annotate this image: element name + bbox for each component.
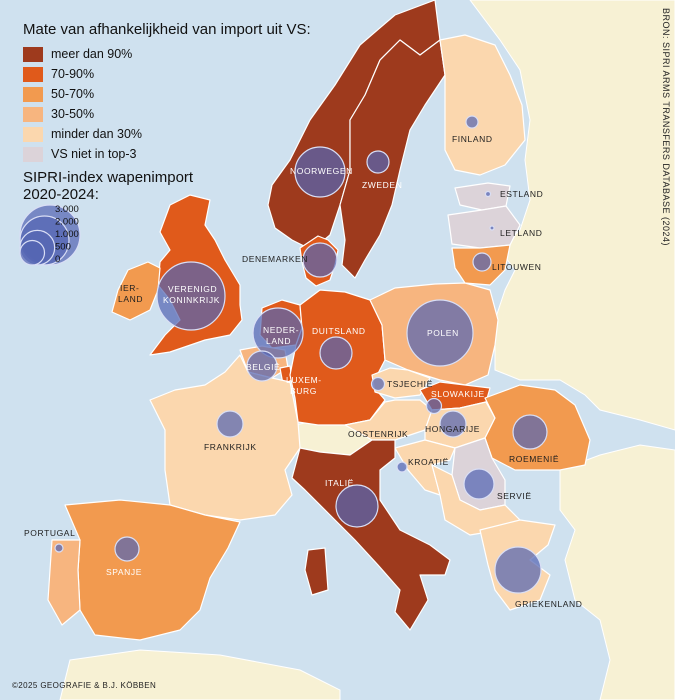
bubble-estonia (484, 190, 492, 198)
country-france (149, 354, 301, 521)
label-portugal: PORTUGAL (24, 528, 75, 538)
label-oostenrijk: OOSTENRIJK (348, 429, 408, 439)
background-land (59, 0, 675, 700)
legend-list: meer dan 90% 70-90% 50-70% 30-50% minder dan… (23, 44, 142, 164)
bubble-greece (494, 546, 542, 594)
sipri-size-label: 2.000 (55, 217, 79, 228)
label-luxemburg-1: LUXEM- (286, 375, 322, 385)
label-vk-2: KONINKRIJK (163, 295, 220, 305)
label-letland: LETLAND (500, 228, 542, 238)
label-italie: ITALIË (325, 478, 354, 488)
country-sweden (339, 39, 446, 279)
bubble-germany (319, 336, 353, 370)
label-nederland-2: LAND (266, 336, 291, 346)
label-ierland-2: LAND (118, 294, 143, 304)
legend-item: VS niet in top-3 (23, 144, 142, 164)
country-ireland (111, 261, 161, 321)
bubble-latvia (489, 225, 495, 231)
label-noorwegen: NOORWEGEN (290, 166, 353, 176)
bubble-finland (465, 115, 479, 129)
label-griekenland: GRIEKENLAND (515, 599, 583, 609)
legend-label: meer dan 90% (51, 47, 133, 61)
sipri-size-circle (19, 239, 46, 266)
bubble-portugal (54, 543, 64, 553)
label-duitsland: DUITSLAND (312, 326, 366, 336)
sipri-size-label: 0 (55, 254, 60, 265)
legend-item: 30-50% (23, 104, 142, 124)
sipri-legend-title: SIPRI-index wapenimport 2020-2024: (23, 169, 193, 203)
label-spanje: SPANJE (106, 567, 142, 577)
bubble-spain (114, 536, 140, 562)
bubble-italy (335, 484, 379, 528)
legend-swatch (23, 86, 43, 102)
bubble-czechia (370, 376, 386, 392)
bubble-norway (294, 146, 346, 198)
country-italy (291, 439, 451, 631)
label-roemenie: ROEMENIË (509, 454, 559, 464)
sipri-size-label: 3.000 (55, 204, 79, 215)
label-denemarken: DENEMARKEN (242, 254, 308, 264)
bubble-hungary (439, 410, 467, 438)
legend-item: 70-90% (23, 64, 142, 84)
bubble-denmark (302, 242, 338, 278)
label-ierland-1: IER- (120, 283, 139, 293)
legend-label: minder dan 30% (51, 127, 143, 141)
label-frankrijk: FRANKRIJK (204, 442, 257, 452)
source-note: BRON: SIPRI ARMS TRANSFERS DATABASE (202… (661, 8, 671, 247)
bubble-belgium (246, 350, 278, 382)
country-spain (64, 499, 241, 641)
legend-swatch (23, 106, 43, 122)
bubble-croatia (396, 461, 408, 473)
label-hongarije: HONGARIJE (425, 424, 480, 434)
legend-label: 50-70% (51, 87, 95, 101)
legend-swatch (23, 46, 43, 62)
label-zweden: ZWEDEN (362, 180, 402, 190)
legend-label: 70-90% (51, 67, 95, 81)
sipri-size-label: 500 (55, 242, 71, 253)
label-litouwen: LITOUWEN (492, 262, 542, 272)
sipri-title-line2: 2020-2024: (23, 186, 99, 203)
label-servie: SERVIË (497, 491, 532, 501)
bubble-serbia (463, 468, 495, 500)
sipri-size-label: 1.000 (55, 229, 79, 240)
label-luxemburg-2: BURG (290, 386, 317, 396)
legend-item: minder dan 30% (23, 124, 142, 144)
bubble-slovakia (425, 397, 443, 415)
bubble-romania (512, 414, 548, 450)
label-belgie: BELGIË (246, 362, 280, 372)
label-nederland-1: NEDER- (263, 325, 299, 335)
legend-item: meer dan 90% (23, 44, 142, 64)
legend-label: 30-50% (51, 107, 95, 121)
legend-label: VS niet in top-3 (51, 147, 137, 161)
sipri-title-line1: SIPRI-index wapenimport (23, 169, 194, 186)
legend-title: Mate van afhankelijkheid van import uit … (23, 21, 311, 38)
legend-swatch (23, 146, 43, 162)
country-finland (439, 34, 526, 176)
country-czechia (371, 367, 431, 399)
legend-swatch (23, 126, 43, 142)
country-latvia (447, 205, 521, 249)
country-sardinia (304, 547, 329, 596)
legend-swatch (23, 66, 43, 82)
label-estland: ESTLAND (500, 189, 543, 199)
country-labels: NOORWEGEN ZWEDEN FINLAND ESTLAND LETLAND… (24, 134, 583, 609)
label-vk-1: VERENIGD (168, 284, 217, 294)
label-finland: FINLAND (452, 134, 493, 144)
legend-item: 50-70% (23, 84, 142, 104)
sipri-bubbles (54, 115, 548, 594)
label-kroatie: KROATIË (408, 457, 449, 467)
label-slowakije: SLOWAKIJE (431, 389, 485, 399)
bubble-uk (156, 261, 226, 331)
bubble-france (216, 410, 244, 438)
label-tsjechie: TSJECHIË (387, 379, 433, 389)
country-portugal (47, 539, 81, 626)
bubble-sweden (366, 150, 390, 174)
bubble-netherlands (252, 307, 304, 359)
label-polen: POLEN (427, 328, 459, 338)
bubble-poland (406, 299, 474, 367)
copyright-note: ©2025 GEOGRAFIE & B.J. KÖBBEN (12, 681, 157, 690)
bubble-lithuania (472, 252, 492, 272)
